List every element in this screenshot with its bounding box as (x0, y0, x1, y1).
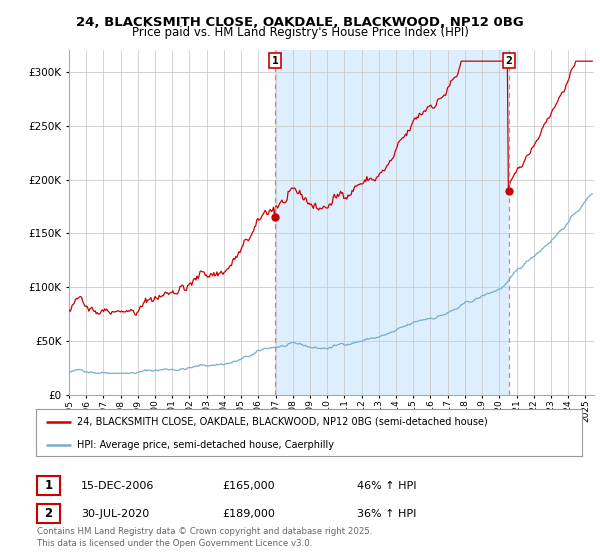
Text: 2: 2 (44, 507, 53, 520)
Text: 30-JUL-2020: 30-JUL-2020 (81, 508, 149, 519)
Text: 1: 1 (271, 55, 278, 66)
Text: 36% ↑ HPI: 36% ↑ HPI (357, 508, 416, 519)
Text: Price paid vs. HM Land Registry's House Price Index (HPI): Price paid vs. HM Land Registry's House … (131, 26, 469, 39)
Text: HPI: Average price, semi-detached house, Caerphilly: HPI: Average price, semi-detached house,… (77, 441, 334, 450)
Text: £165,000: £165,000 (222, 480, 275, 491)
Text: 24, BLACKSMITH CLOSE, OAKDALE, BLACKWOOD, NP12 0BG (semi-detached house): 24, BLACKSMITH CLOSE, OAKDALE, BLACKWOOD… (77, 417, 488, 427)
Text: £189,000: £189,000 (222, 508, 275, 519)
Text: 24, BLACKSMITH CLOSE, OAKDALE, BLACKWOOD, NP12 0BG: 24, BLACKSMITH CLOSE, OAKDALE, BLACKWOOD… (76, 16, 524, 29)
Text: 15-DEC-2006: 15-DEC-2006 (81, 480, 154, 491)
Bar (275, 50, 509, 395)
Text: 2: 2 (505, 55, 512, 66)
Text: 46% ↑ HPI: 46% ↑ HPI (357, 480, 416, 491)
Text: Contains HM Land Registry data © Crown copyright and database right 2025.
This d: Contains HM Land Registry data © Crown c… (37, 527, 373, 548)
Text: 1: 1 (44, 479, 53, 492)
